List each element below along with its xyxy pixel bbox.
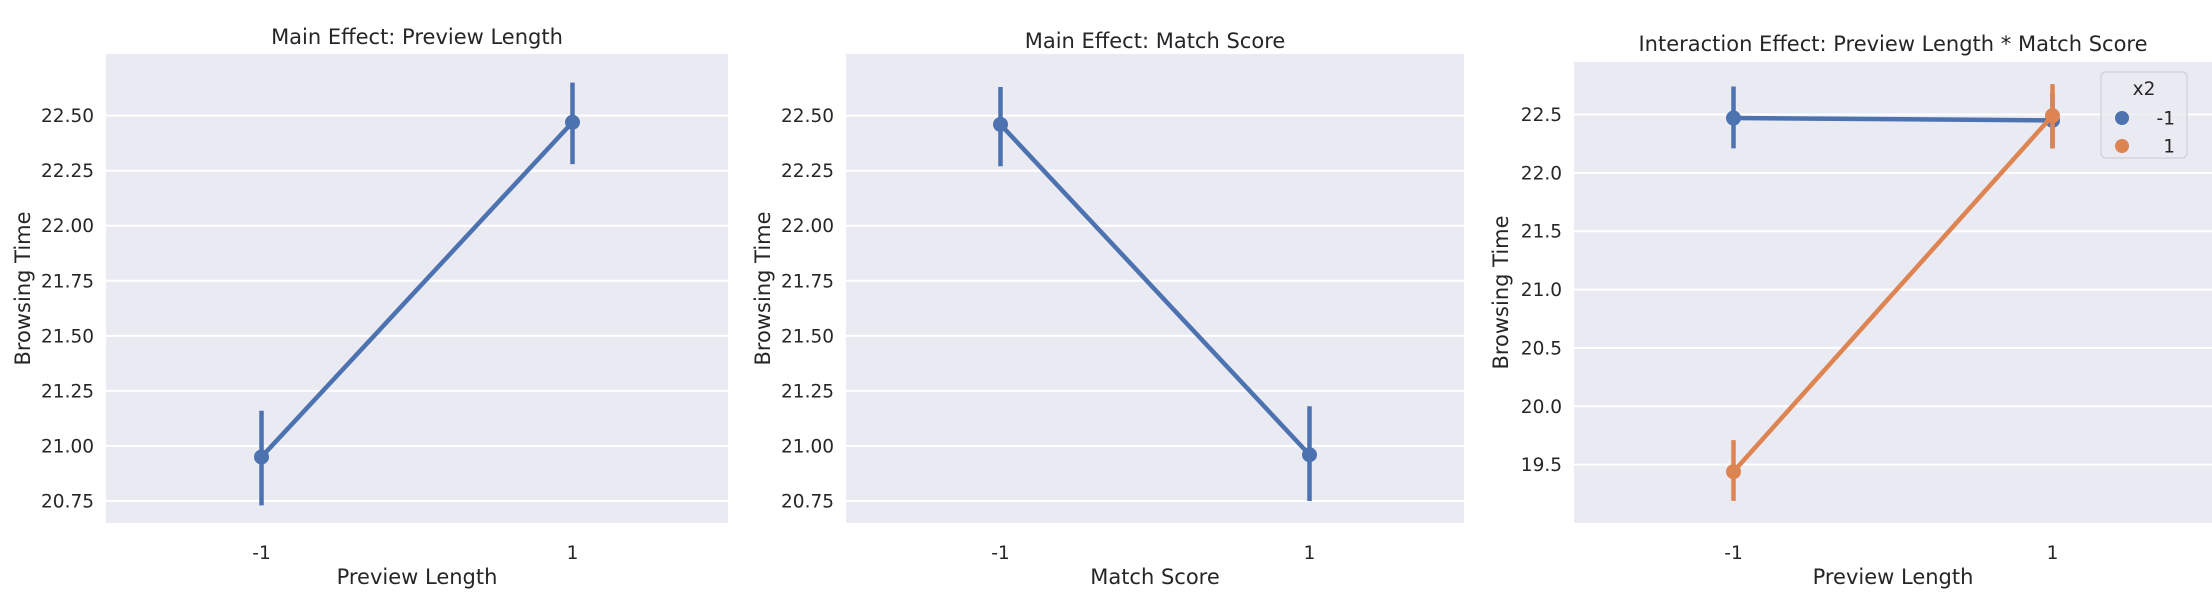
chart-panel-2: 20.75 21.00 21.25 21.50 21.75 22.00 22.25 22.50… bbox=[751, 29, 1464, 589]
series-line bbox=[1733, 115, 2053, 123]
y-tick-label: 21.75 bbox=[781, 271, 834, 292]
x-tick-label: 1 bbox=[567, 543, 579, 564]
y-tick-label: 21.25 bbox=[781, 381, 834, 402]
data-point bbox=[254, 449, 269, 465]
data-point bbox=[1726, 464, 1741, 480]
y-tick-label: 20.75 bbox=[41, 491, 94, 512]
legend-marker bbox=[2115, 111, 2129, 125]
x-axis-label: Preview Length bbox=[337, 565, 498, 589]
chart-title: Main Effect: Preview Length bbox=[271, 25, 563, 49]
x-tick-label: -1 bbox=[1724, 543, 1742, 564]
x-tick-label: 1 bbox=[1304, 543, 1316, 564]
y-tick-label: 22.50 bbox=[781, 106, 834, 127]
chart-panel-3: 19.5 20.0 20.5 21.0 21.5 22.0 22.5 -1 1 Interacti… bbox=[1489, 32, 2212, 589]
y-tick-label: 21.50 bbox=[781, 326, 834, 347]
data-point bbox=[1302, 447, 1317, 463]
data-point bbox=[993, 116, 1008, 132]
legend-marker bbox=[2115, 139, 2129, 153]
series-1 bbox=[254, 82, 580, 506]
data-point bbox=[1726, 110, 1741, 126]
y-tick-label: 19.5 bbox=[1521, 455, 1562, 476]
series-line bbox=[998, 122, 1312, 457]
y-tick-label: 22.0 bbox=[1521, 163, 1562, 184]
legend-box bbox=[2100, 71, 2188, 159]
legend-entry: 1 bbox=[2163, 137, 2175, 158]
series-2 bbox=[1726, 84, 2060, 501]
legend-title: x2 bbox=[2133, 79, 2156, 100]
y-tick-label: 22.00 bbox=[41, 216, 94, 237]
y-tick-label: 20.75 bbox=[781, 491, 834, 512]
x-tick-label: 1 bbox=[2047, 543, 2059, 564]
legend: x2-1 1 bbox=[2100, 71, 2188, 159]
legend-entry: -1 bbox=[2157, 109, 2175, 130]
y-tick-label: 21.75 bbox=[41, 271, 94, 292]
y-tick-label: 21.50 bbox=[41, 326, 94, 347]
y-tick-label: 22.25 bbox=[41, 161, 94, 182]
y-tick-label: 21.00 bbox=[781, 436, 834, 457]
x-axis-label: Preview Length bbox=[1813, 565, 1974, 589]
x-tick-label: -1 bbox=[252, 543, 270, 564]
series-1 bbox=[993, 87, 1317, 501]
y-axis-label: Browsing Time bbox=[11, 211, 35, 365]
chart-title: Interaction Effect: Preview Length * Mat… bbox=[1638, 32, 2147, 56]
series-line bbox=[259, 120, 575, 459]
y-tick-label: 21.5 bbox=[1521, 222, 1562, 243]
chart-panel-1: 20.75 21.00 21.25 21.50 21.75 22.00 22.25 22.50… bbox=[11, 25, 728, 589]
y-tick-label: 22.00 bbox=[781, 216, 834, 237]
chart-title: Main Effect: Match Score bbox=[1025, 29, 1286, 53]
y-tick-label: 22.25 bbox=[781, 161, 834, 182]
y-tick-label: 20.0 bbox=[1521, 397, 1562, 418]
x-axis-label: Match Score bbox=[1090, 565, 1220, 589]
data-point bbox=[565, 114, 580, 130]
data-point bbox=[2045, 108, 2060, 124]
series-line bbox=[1731, 114, 2055, 474]
y-tick-label: 20.5 bbox=[1521, 338, 1562, 359]
y-tick-label: 21.00 bbox=[41, 436, 94, 457]
y-axis-label: Browsing Time bbox=[1489, 215, 1513, 369]
y-tick-label: 21.25 bbox=[41, 381, 94, 402]
y-axis-label: Browsing Time bbox=[751, 211, 775, 365]
y-tick-label: 22.5 bbox=[1521, 105, 1562, 126]
y-tick-label: 22.50 bbox=[41, 106, 94, 127]
x-tick-label: -1 bbox=[991, 543, 1009, 564]
y-tick-label: 21.0 bbox=[1521, 280, 1562, 301]
